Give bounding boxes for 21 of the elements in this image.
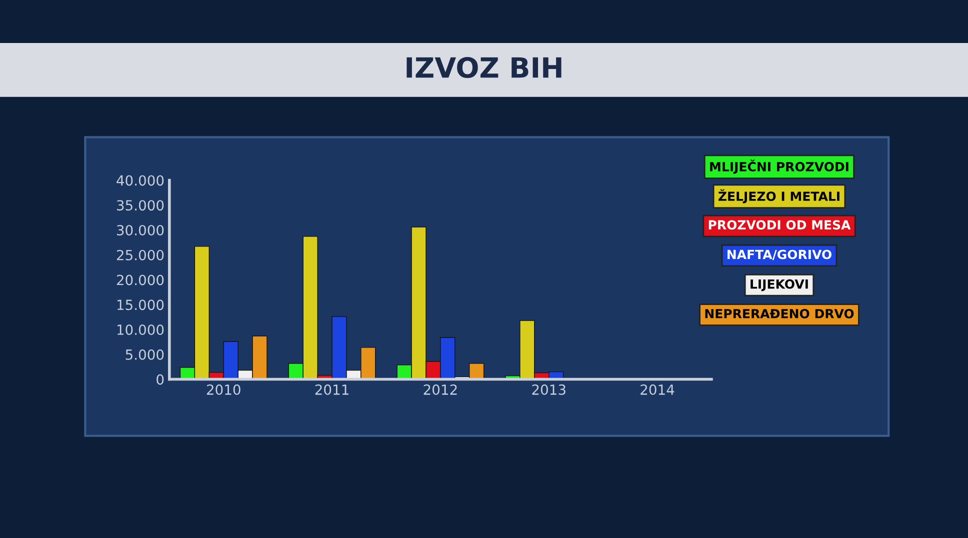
- y-tick-label: 35.000: [117, 200, 164, 211]
- y-tick-label: 10.000: [117, 324, 164, 335]
- y-tick-label: 15.000: [117, 300, 164, 310]
- y-tick-label: 40.000: [116, 175, 164, 186]
- x-tick-label: 2010: [206, 384, 240, 395]
- text: LIJEKOVI: [750, 279, 808, 292]
- text: ŽELJEZO I METALI: [718, 189, 840, 204]
- chart-title: IZVOZ BIH: [406, 56, 562, 78]
- y-tick-label: 0: [156, 374, 164, 385]
- y-tick-label: 25.000: [116, 250, 164, 260]
- text: PROZVODI OD MESA: [708, 220, 851, 230]
- text: NAFTA/GORIVO: [728, 250, 832, 260]
- x-tick-label: 2012: [424, 384, 457, 395]
- text: NEPRERAĐENO DRVO: [705, 308, 854, 318]
- x-tick-label: 2014: [640, 384, 674, 395]
- text: MLIJEČNI PROZVODI: [710, 160, 848, 174]
- x-tick-label: 2013: [532, 384, 566, 395]
- y-tick-label: 5.000: [126, 349, 164, 360]
- y-tick-label: 30.000: [117, 224, 164, 236]
- x-tick-label: 2011: [315, 384, 348, 395]
- y-tick-label: 20.000: [116, 274, 164, 286]
